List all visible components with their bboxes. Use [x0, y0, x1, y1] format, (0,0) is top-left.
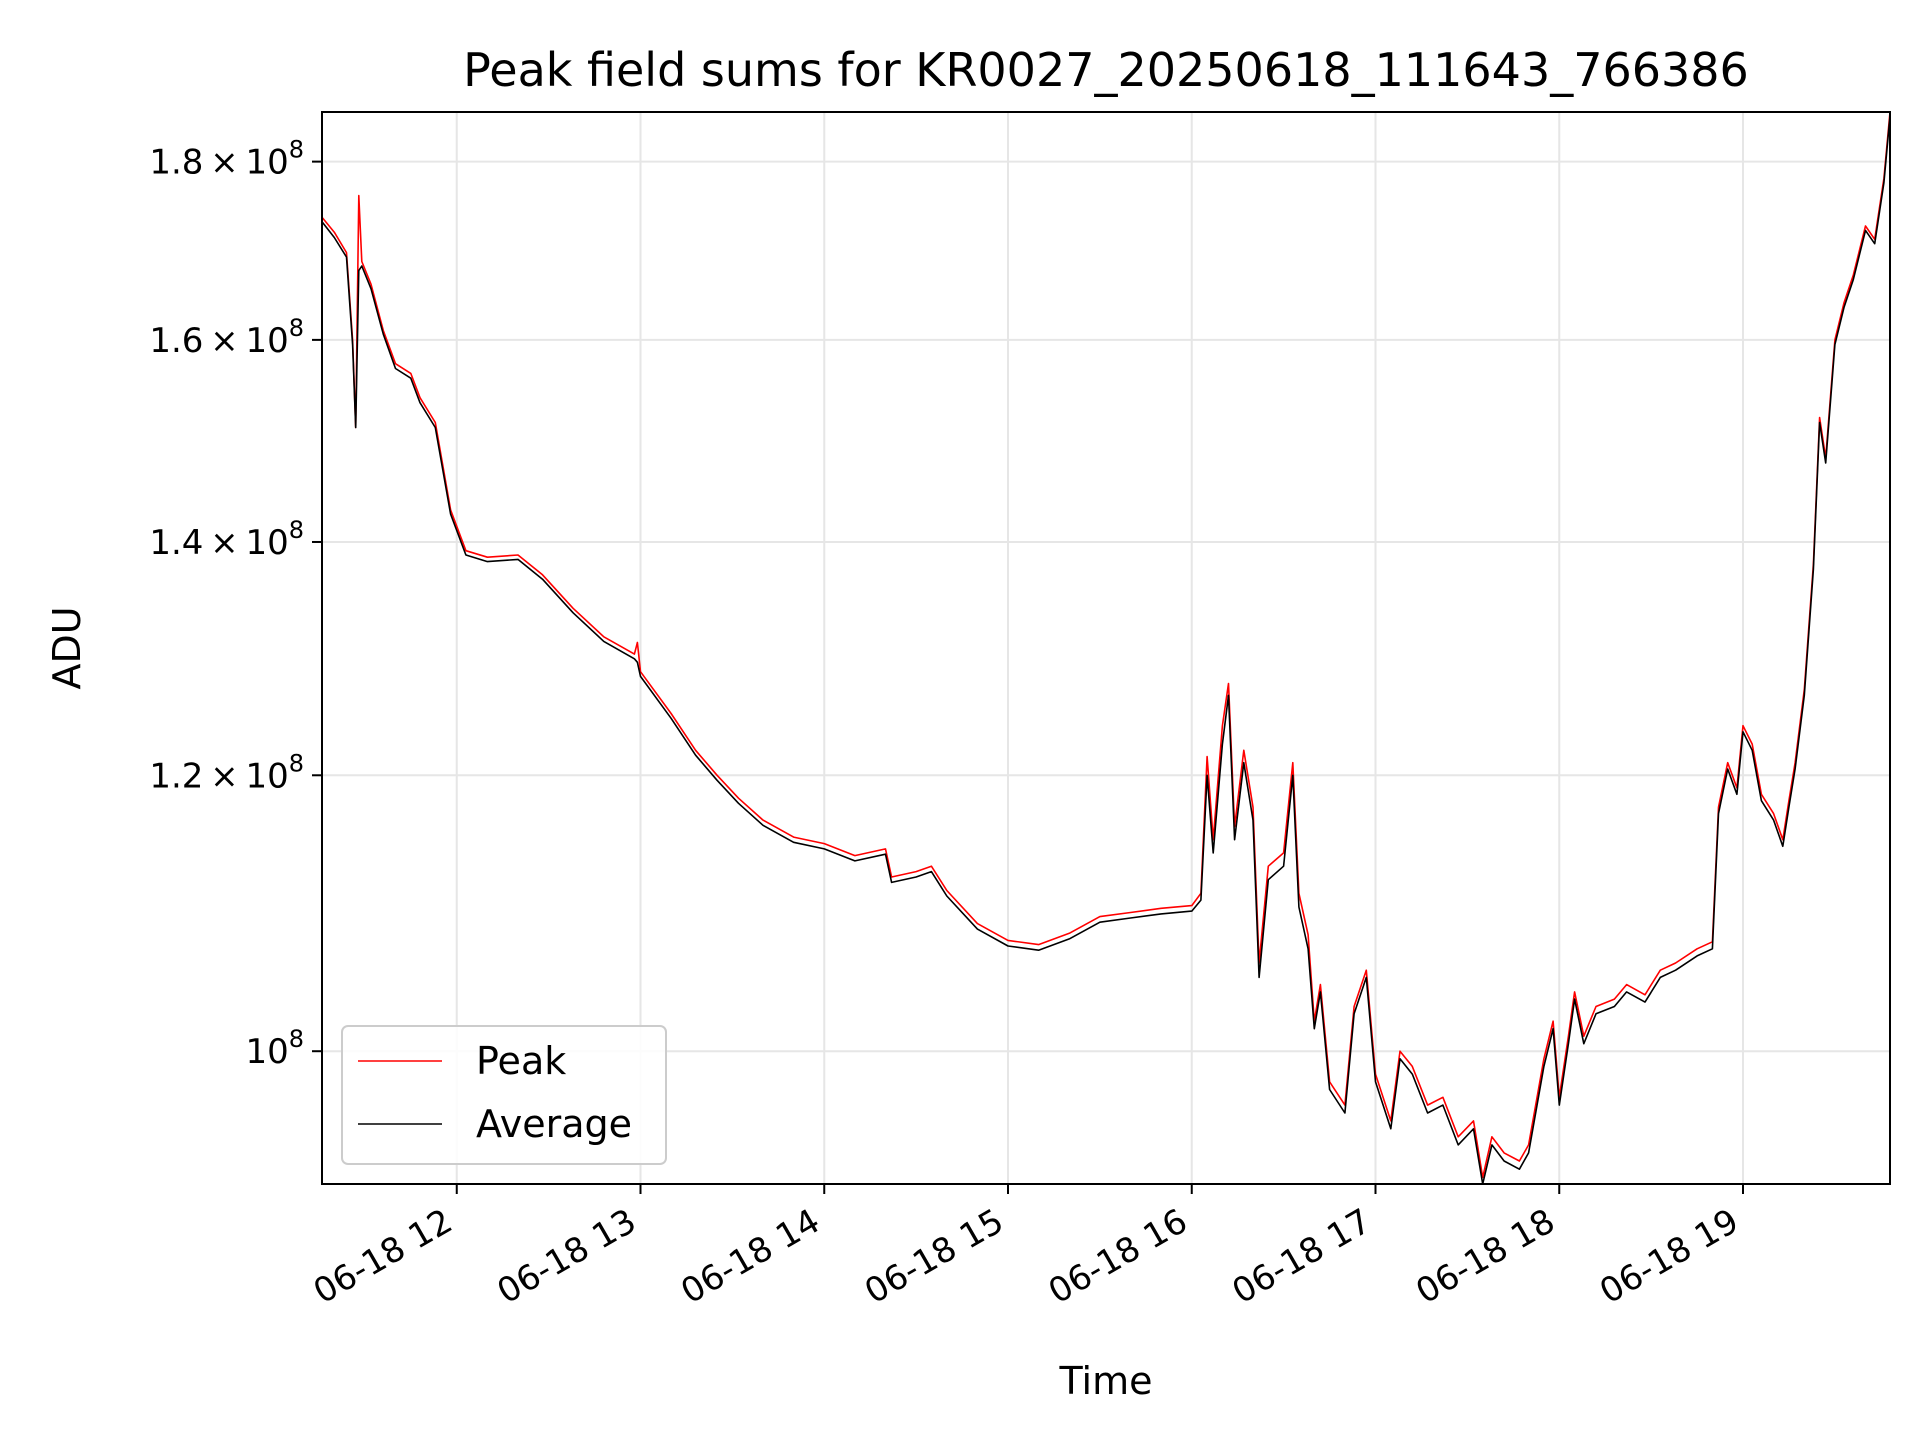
y-axis-label: ADU [45, 606, 89, 689]
y-tick-label: 1.2 × 108 [149, 749, 304, 796]
series-line-average [321, 116, 1891, 1185]
chart-title: Peak field sums for KR0027_20250618_1116… [463, 43, 1749, 97]
x-axis-label: Time [1059, 1359, 1153, 1403]
y-tick-label: 1.6 × 108 [149, 314, 304, 361]
legend-label-average: Average [476, 1102, 632, 1146]
legend: Peak Average [341, 1025, 667, 1165]
y-axis: 108 1.2 × 108 1.4 × 108 1.6 × 108 1.8 × 108 [149, 136, 322, 1072]
series-lines [321, 111, 1891, 1185]
y-tick-label: 1.4 × 108 [149, 516, 304, 563]
legend-label-peak: Peak [476, 1039, 566, 1083]
plot-frame [321, 111, 1891, 1185]
y-tick-label: 1.8 × 108 [149, 136, 304, 183]
y-tick-label: 108 [245, 1025, 304, 1072]
